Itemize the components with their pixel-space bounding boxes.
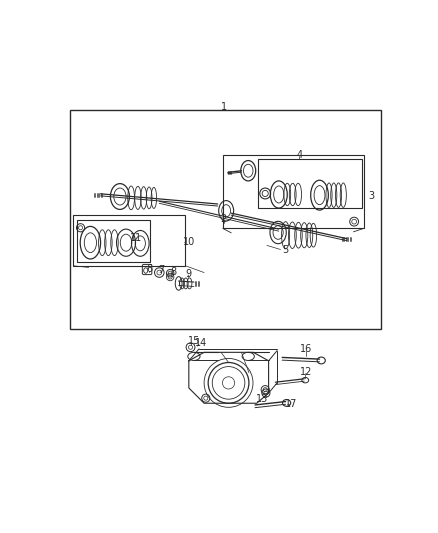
Text: 16: 16 xyxy=(300,344,312,354)
Text: 5: 5 xyxy=(283,246,289,255)
Bar xyxy=(258,159,362,208)
Text: 8: 8 xyxy=(170,266,176,277)
Text: 15: 15 xyxy=(188,336,200,346)
Text: 6: 6 xyxy=(146,264,152,274)
Text: 7: 7 xyxy=(158,265,164,275)
Text: 1: 1 xyxy=(222,102,227,112)
Text: 2: 2 xyxy=(221,214,227,224)
Bar xyxy=(77,220,150,262)
Text: 14: 14 xyxy=(195,338,208,348)
Text: 9: 9 xyxy=(185,269,191,279)
Text: 17: 17 xyxy=(284,399,297,409)
Text: 3: 3 xyxy=(368,191,374,201)
Text: 12: 12 xyxy=(300,367,312,377)
Bar xyxy=(70,110,381,328)
Bar xyxy=(74,215,185,266)
Text: 13: 13 xyxy=(256,394,268,404)
Text: 11: 11 xyxy=(130,233,142,243)
Bar xyxy=(223,156,364,229)
Text: 10: 10 xyxy=(183,237,195,247)
Text: 4: 4 xyxy=(296,150,302,160)
